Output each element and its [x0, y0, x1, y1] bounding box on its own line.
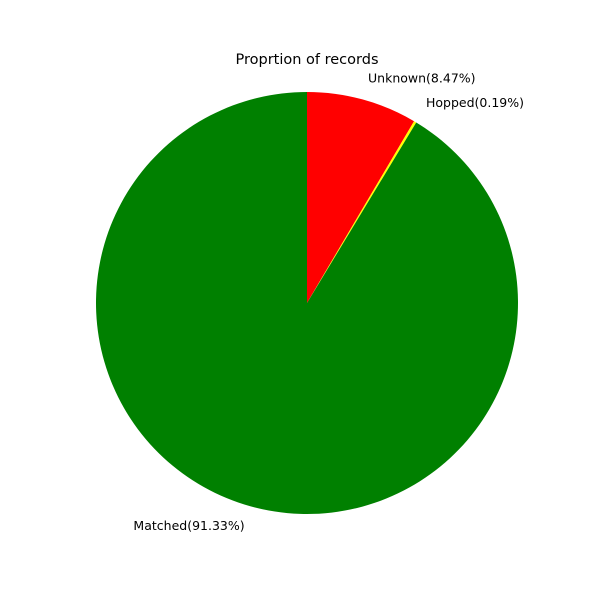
- pie-slice-matched: [95, 92, 518, 515]
- pie-slices: [95, 92, 518, 515]
- chart-title: Proprtion of records: [235, 52, 378, 68]
- pie-label-matched: Matched(91.33%): [133, 518, 244, 533]
- pie-slice-hopped: [307, 121, 417, 303]
- pie-label-hopped: Hopped(0.19%): [426, 95, 524, 110]
- pie-label-unknown: Unknown(8.47%): [368, 71, 476, 86]
- pie-slice-unknown: [307, 92, 415, 303]
- pie-slice-labels: Unknown(8.47%) Hopped(0.19%) Matched(91.33…: [133, 71, 524, 533]
